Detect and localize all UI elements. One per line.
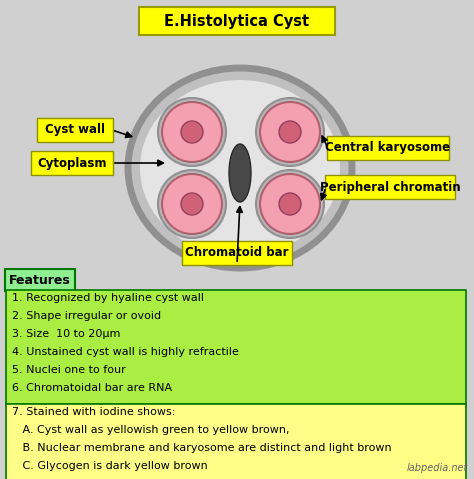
Text: C. Glycogen is dark yellow brown: C. Glycogen is dark yellow brown bbox=[12, 461, 208, 471]
Circle shape bbox=[162, 174, 222, 234]
Text: 7. Stained with iodine shows:: 7. Stained with iodine shows: bbox=[12, 407, 175, 417]
FancyBboxPatch shape bbox=[139, 7, 335, 35]
Ellipse shape bbox=[128, 68, 352, 268]
Text: labpedia.net: labpedia.net bbox=[407, 463, 468, 473]
Circle shape bbox=[158, 170, 226, 238]
Text: Peripheral chromatin: Peripheral chromatin bbox=[319, 181, 460, 194]
Ellipse shape bbox=[229, 144, 251, 202]
FancyBboxPatch shape bbox=[6, 404, 466, 479]
FancyBboxPatch shape bbox=[5, 269, 75, 291]
Text: A. Cyst wall as yellowish green to yellow brown,: A. Cyst wall as yellowish green to yello… bbox=[12, 425, 290, 435]
Text: Chromatoid bar: Chromatoid bar bbox=[185, 247, 289, 260]
Text: Cyst wall: Cyst wall bbox=[45, 124, 105, 137]
Text: E.Histolytica Cyst: E.Histolytica Cyst bbox=[164, 13, 310, 28]
Circle shape bbox=[181, 193, 203, 215]
Circle shape bbox=[260, 174, 320, 234]
Text: Features: Features bbox=[9, 274, 71, 286]
Circle shape bbox=[260, 102, 320, 162]
Circle shape bbox=[256, 98, 324, 166]
FancyBboxPatch shape bbox=[6, 290, 466, 404]
Circle shape bbox=[279, 121, 301, 143]
Circle shape bbox=[162, 102, 222, 162]
FancyBboxPatch shape bbox=[31, 151, 113, 175]
Text: 6. Chromatoidal bar are RNA: 6. Chromatoidal bar are RNA bbox=[12, 383, 172, 393]
Text: B. Nuclear membrane and karyosome are distinct and light brown: B. Nuclear membrane and karyosome are di… bbox=[12, 443, 392, 453]
Text: 2. Shape irregular or ovoid: 2. Shape irregular or ovoid bbox=[12, 311, 161, 321]
Circle shape bbox=[158, 98, 226, 166]
FancyBboxPatch shape bbox=[37, 118, 113, 142]
Text: Cytoplasm: Cytoplasm bbox=[37, 157, 107, 170]
Text: 5. Nuclei one to four: 5. Nuclei one to four bbox=[12, 365, 126, 375]
FancyBboxPatch shape bbox=[327, 136, 449, 160]
FancyBboxPatch shape bbox=[325, 175, 455, 199]
Ellipse shape bbox=[140, 80, 340, 256]
Circle shape bbox=[181, 121, 203, 143]
Circle shape bbox=[279, 193, 301, 215]
FancyBboxPatch shape bbox=[182, 241, 292, 265]
Text: 1. Recognized by hyaline cyst wall: 1. Recognized by hyaline cyst wall bbox=[12, 293, 204, 303]
Text: Central karyosome: Central karyosome bbox=[326, 141, 451, 155]
Circle shape bbox=[256, 170, 324, 238]
Text: 3. Size  10 to 20μm: 3. Size 10 to 20μm bbox=[12, 329, 120, 339]
Text: 4. Unstained cyst wall is highly refractile: 4. Unstained cyst wall is highly refract… bbox=[12, 347, 239, 357]
